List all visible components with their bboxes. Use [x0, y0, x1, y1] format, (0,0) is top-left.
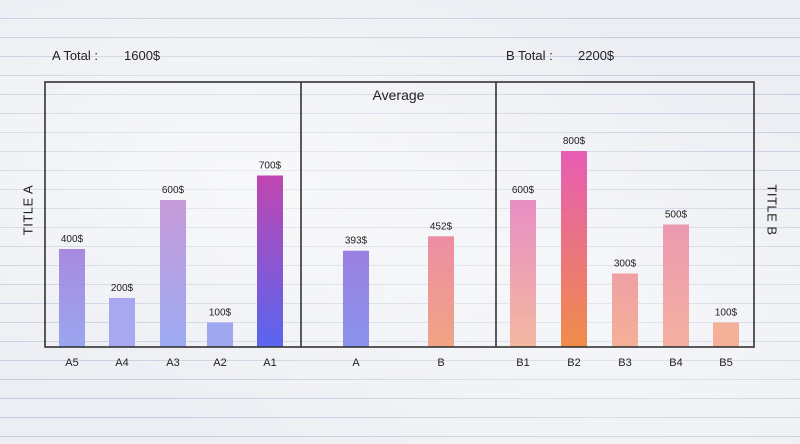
- x-tick-label-A: A: [352, 357, 360, 369]
- bar-value-label-A2: 100$: [209, 308, 232, 319]
- chart-frame: [44, 81, 755, 348]
- bar-value-label-A3: 600$: [162, 185, 185, 196]
- bar-value-label-A5: 400$: [61, 234, 84, 245]
- bar-a-A5: [59, 249, 85, 347]
- bar-b-B2: [561, 151, 587, 347]
- x-tick-label-A1: A1: [263, 357, 276, 369]
- x-tick-label-A4: A4: [115, 357, 128, 369]
- x-tick-label-B4: B4: [669, 357, 682, 369]
- panel-title-average: Average: [373, 87, 425, 103]
- bar-value-label-A4: 200$: [111, 283, 134, 294]
- total-b-value: 2200$: [578, 48, 615, 63]
- bar-value-label-B3: 300$: [614, 259, 637, 270]
- bar-value-label-A: 393$: [345, 236, 368, 247]
- bar-b-B1: [510, 200, 536, 347]
- x-tick-label-B5: B5: [719, 357, 732, 369]
- x-tick-label-A5: A5: [65, 357, 78, 369]
- bar-a-A1: [257, 175, 283, 347]
- outer-frame: [44, 81, 755, 348]
- labels-layer: 400$ A5 200$ A4 600$ A3 100$ A2 700$ A1 393$ A 452$ B…: [61, 87, 738, 369]
- x-tick-label-B3: B3: [618, 357, 631, 369]
- bar-avg-A: [343, 250, 369, 347]
- bar-b-B3: [612, 273, 638, 347]
- total-a-value: 1600$: [124, 48, 161, 63]
- bar-value-label-B: 452$: [430, 221, 453, 232]
- bar-value-label-A1: 700$: [259, 161, 282, 172]
- x-tick-label-A2: A2: [213, 357, 226, 369]
- bar-value-label-B2: 800$: [563, 136, 586, 147]
- bar-avg-B: [428, 236, 454, 347]
- bar-a-A3: [160, 200, 186, 347]
- total-b-label: B Total :: [506, 48, 553, 63]
- bar-value-label-B5: 100$: [715, 308, 738, 319]
- bar-a-A4: [109, 298, 135, 347]
- x-tick-label-B2: B2: [567, 357, 580, 369]
- bar-value-label-B1: 600$: [512, 185, 535, 196]
- bar-a-A2: [207, 322, 233, 347]
- x-tick-label-B1: B1: [516, 357, 529, 369]
- x-tick-label-B: B: [437, 357, 444, 369]
- bar-value-label-B4: 500$: [665, 210, 688, 221]
- x-tick-label-A3: A3: [166, 357, 179, 369]
- total-a-label: A Total :: [52, 48, 99, 63]
- bar-b-B4: [663, 224, 689, 347]
- bar-b-B5: [713, 322, 739, 347]
- bars-layer: [59, 151, 739, 347]
